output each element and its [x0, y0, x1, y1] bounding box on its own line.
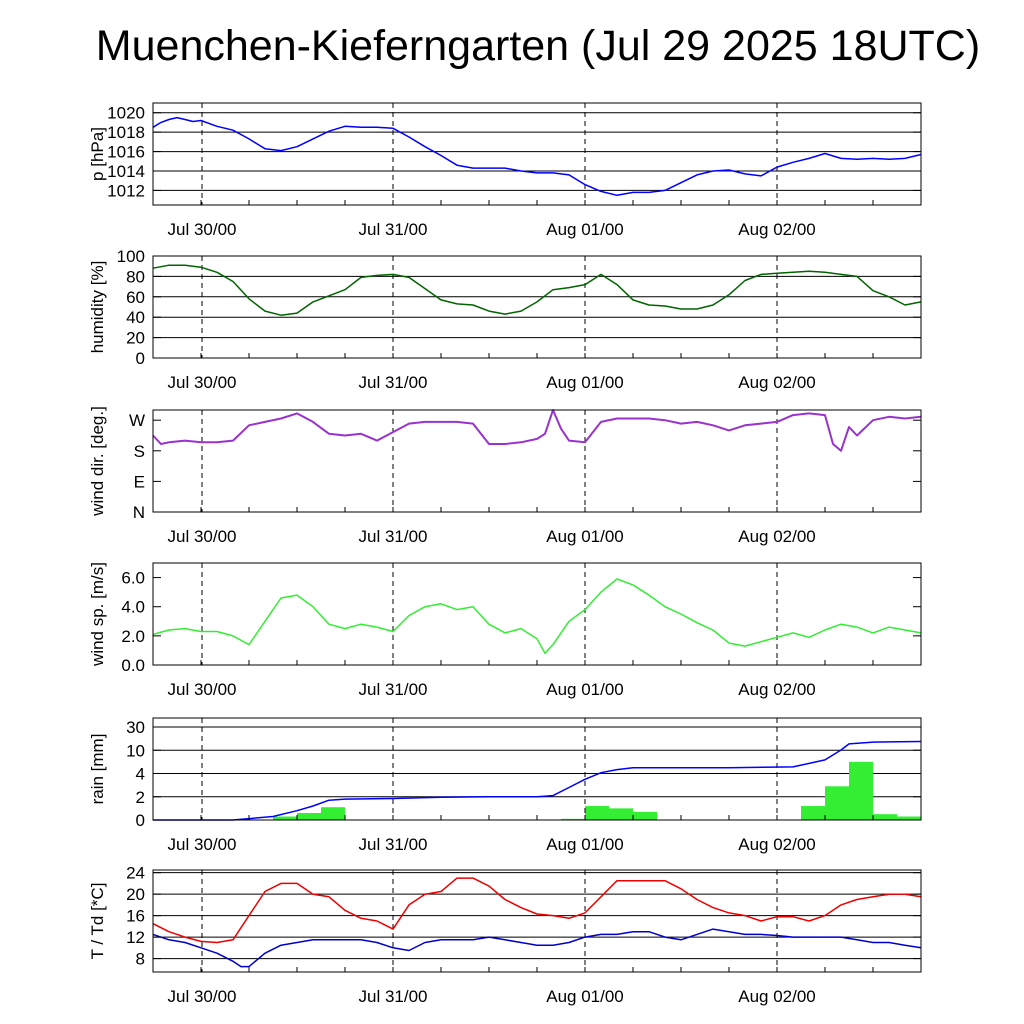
- wind_speed-xtick-label: Jul 30/00: [168, 680, 237, 699]
- humidity-ytick-label: 0: [136, 349, 145, 368]
- wind_speed-ylabel: wind sp. [m/s]: [88, 562, 107, 667]
- rain-xtick-label: Aug 02/00: [738, 835, 816, 854]
- humidity-ylabel: humidity [%]: [88, 261, 107, 354]
- pressure-ylabel: p [hPa]: [88, 127, 107, 181]
- pressure-ytick-label: 1012: [107, 181, 145, 200]
- temperature-xtick-label: Aug 01/00: [546, 987, 624, 1006]
- rain-bar: [849, 761, 873, 820]
- wind_direction-series-line: [152, 409, 922, 452]
- rain-series-line: [153, 740, 922, 821]
- humidity-xtick-label: Aug 02/00: [738, 373, 816, 392]
- wind_speed-ytick-label: 0.0: [121, 656, 145, 675]
- humidity-xtick-label: Jul 31/00: [359, 373, 428, 392]
- wind_direction-ylabel: wind dir. [deg.]: [88, 406, 107, 517]
- pressure-xtick-label: Aug 01/00: [546, 220, 624, 239]
- temperature-xtick-label: Jul 30/00: [168, 987, 237, 1006]
- temperature-xtick-label: Aug 02/00: [738, 987, 816, 1006]
- wind_speed-series-line: [152, 578, 922, 655]
- rain-bar: [609, 808, 633, 820]
- rain-xtick-label: Aug 01/00: [546, 835, 624, 854]
- rain-bar: [321, 807, 345, 820]
- humidity-ytick-label: 20: [126, 329, 145, 348]
- rain-ytick-label: 30: [126, 718, 145, 737]
- rain-bar: [297, 813, 321, 820]
- rain-bar: [801, 806, 825, 820]
- rain-bar: [897, 816, 921, 820]
- humidity-ytick-label: 80: [126, 267, 145, 286]
- pressure-ytick-label: 1014: [107, 162, 145, 181]
- rain-bar: [825, 786, 849, 820]
- wind_speed-frame: [152, 562, 922, 666]
- pressure-xtick-label: Jul 30/00: [168, 220, 237, 239]
- humidity-ytick-label: 40: [126, 308, 145, 327]
- wind_direction-xtick-label: Jul 30/00: [168, 527, 237, 546]
- humidity-xtick-label: Jul 30/00: [168, 373, 237, 392]
- rain-xtick-label: Jul 30/00: [168, 835, 237, 854]
- rain-ytick-label: 4: [136, 765, 145, 784]
- pressure-xtick-label: Aug 02/00: [738, 220, 816, 239]
- wind_direction-xtick-label: Aug 01/00: [546, 527, 624, 546]
- temperature-ytick-label: 24: [126, 864, 145, 883]
- wind_direction-ytick-label: W: [129, 411, 145, 430]
- rain-xtick-label: Jul 31/00: [359, 835, 428, 854]
- wind_speed-ytick-label: 6.0: [121, 569, 145, 588]
- wind_direction-xtick-label: Jul 31/00: [359, 527, 428, 546]
- pressure-xtick-label: Jul 31/00: [359, 220, 428, 239]
- temperature-series-line: [152, 877, 922, 944]
- wind_speed-xtick-label: Jul 31/00: [359, 680, 428, 699]
- rain-bar: [633, 811, 657, 820]
- temperature-ylabel: T / Td [*C]: [88, 883, 107, 960]
- temperature-ytick-label: 20: [126, 885, 145, 904]
- humidity-ytick-label: 60: [126, 288, 145, 307]
- temperature-ytick-label: 12: [126, 928, 145, 947]
- pressure-ytick-label: 1018: [107, 123, 145, 142]
- wind_direction-ytick-label: S: [134, 442, 145, 461]
- wind_direction-ytick-label: N: [133, 503, 145, 522]
- wind_speed-ytick-label: 4.0: [121, 598, 145, 617]
- temperature-xtick-label: Jul 31/00: [359, 987, 428, 1006]
- wind_direction-frame: [152, 409, 922, 513]
- pressure-frame: [152, 102, 922, 206]
- rain-bar: [273, 816, 297, 820]
- temperature-frame: [152, 869, 922, 973]
- pressure-series-line: [152, 116, 922, 197]
- wind_speed-xtick-label: Aug 01/00: [546, 680, 624, 699]
- wind_direction-ytick-label: E: [134, 472, 145, 491]
- chart-title: Muenchen-Kieferngarten (Jul 29 2025 18UT…: [95, 22, 981, 70]
- humidity-ytick-label: 100: [117, 247, 145, 266]
- rain-bar: [873, 814, 897, 820]
- temperature-ytick-label: 16: [126, 907, 145, 926]
- pressure-ytick-label: 1016: [107, 143, 145, 162]
- wind_speed-ytick-label: 2.0: [121, 627, 145, 646]
- pressure-ytick-label: 1020: [107, 104, 145, 123]
- rain-ytick-label: 2: [136, 788, 145, 807]
- rain-bar: [585, 806, 609, 820]
- temperature-series-line: [152, 928, 922, 968]
- rain-bar: [561, 818, 585, 820]
- humidity-series-line: [152, 264, 922, 316]
- wind_speed-xtick-label: Aug 02/00: [738, 680, 816, 699]
- rain-frame: [152, 717, 922, 821]
- rain-ylabel: rain [mm]: [88, 734, 107, 805]
- humidity-xtick-label: Aug 01/00: [546, 373, 624, 392]
- rain-ytick-label: 0: [136, 811, 145, 830]
- wind_direction-xtick-label: Aug 02/00: [738, 527, 816, 546]
- rain-ytick-label: 10: [126, 741, 145, 760]
- temperature-ytick-label: 8: [136, 950, 145, 969]
